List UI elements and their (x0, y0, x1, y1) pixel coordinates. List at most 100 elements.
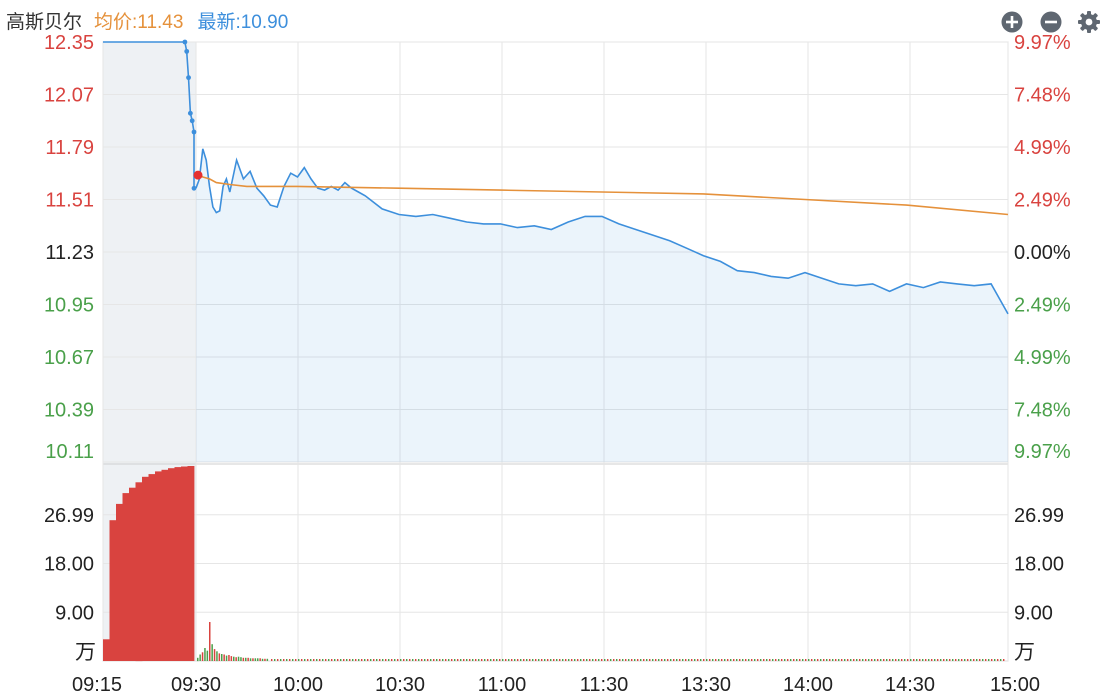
minute-volume-bar (577, 659, 579, 661)
minute-volume-bar (922, 659, 924, 661)
minute-volume-bar (430, 659, 432, 661)
minute-volume-bar (562, 659, 564, 661)
minute-volume-bar (814, 659, 816, 661)
minute-volume-bar (223, 654, 225, 661)
minute-volume-bar (772, 659, 774, 661)
minute-volume-bar (832, 659, 834, 661)
settings-gear-icon[interactable] (1077, 10, 1101, 34)
minute-volume-bar (478, 659, 480, 661)
minute-volume-bar (775, 659, 777, 661)
minute-volume-bar (361, 659, 363, 661)
minute-volume-bar (589, 659, 591, 661)
minute-volume-bar (718, 659, 720, 661)
minute-volume-bar (961, 659, 963, 661)
minute-volume-bar (760, 659, 762, 661)
time-tick-label: 14:30 (885, 674, 935, 696)
minute-volume-bar (481, 659, 483, 661)
minute-volume-bar (233, 656, 235, 661)
minute-volume-bar (457, 659, 459, 661)
percent-tick-label: 9.97% (1014, 32, 1071, 54)
minute-volume-bar (613, 659, 615, 661)
auction-volume-bar (181, 466, 188, 661)
minute-volume-bar (790, 659, 792, 661)
minute-volume-bar (451, 659, 453, 661)
minute-volume-bar (475, 659, 477, 661)
minute-volume-bar (907, 659, 909, 661)
minute-volume-bar (622, 659, 624, 661)
minute-volume-bar (736, 659, 738, 661)
minute-volume-bar (709, 659, 711, 661)
minute-volume-bar (225, 655, 228, 661)
minute-volume-bar (733, 659, 735, 661)
zoom-out-icon[interactable] (1039, 10, 1063, 34)
minute-volume-bar (274, 659, 276, 661)
minute-volume-bar (197, 657, 199, 662)
volume-tick-label: 9.00 (55, 602, 94, 624)
minute-volume-bar (766, 659, 768, 661)
minute-volume-bar (955, 659, 957, 661)
price-tick-label: 11.79 (45, 137, 94, 159)
minute-volume-bar (499, 659, 501, 661)
minute-volume-bar (221, 654, 223, 661)
price-line (195, 148, 1009, 315)
average-price-readout: 均价:11.43 (94, 7, 183, 34)
minute-volume-bar (685, 659, 687, 661)
minute-volume-bar (505, 659, 507, 661)
minute-volume-bar (757, 659, 759, 661)
minute-volume-bar (598, 659, 600, 661)
minute-volume-bar (649, 659, 651, 661)
minute-volume-bar (418, 659, 420, 661)
minute-volume-bar (264, 658, 266, 661)
minute-volume-bar (949, 659, 951, 661)
minute-volume-bar (209, 622, 211, 661)
minute-volume-bar (838, 659, 840, 661)
minute-volume-bar (403, 659, 405, 661)
minute-volume-bar (355, 659, 357, 661)
auction-price-point (189, 118, 195, 124)
auction-volume-bar (161, 469, 169, 661)
zoom-in-icon[interactable] (1000, 10, 1024, 34)
minute-volume-bar (826, 659, 828, 661)
minute-volume-bar (829, 659, 831, 661)
minute-volume-bar (228, 655, 230, 661)
percent-tick-label: 0.00% (1014, 242, 1071, 264)
minute-volume-bar (556, 659, 558, 661)
minute-volume-bar (487, 659, 489, 661)
minute-volume-bar (751, 659, 753, 661)
minute-volume-bar (835, 659, 837, 661)
stock-name: 高斯贝尔 (6, 11, 83, 33)
minute-volume-bar (658, 659, 660, 661)
auction-volume-bar (129, 487, 136, 661)
time-tick-label: 15:00 (990, 674, 1040, 696)
opening-price-point (191, 185, 197, 191)
minute-volume-bar (724, 659, 726, 661)
minute-volume-bar (454, 659, 456, 661)
minute-volume-bar (850, 659, 852, 661)
minute-volume-bar (213, 649, 216, 661)
minute-volume-bar (847, 659, 849, 661)
minute-volume-bar (307, 659, 309, 661)
auction-price-point (186, 75, 191, 81)
percent-tick-label: 2.49% (1014, 295, 1071, 317)
minute-volume-bar (550, 659, 552, 661)
minute-volume-bar (433, 659, 435, 661)
minute-volume-bar (586, 659, 588, 661)
minute-volume-bar (769, 659, 771, 661)
minute-volume-bar (853, 659, 855, 661)
minute-volume-bar (811, 659, 813, 661)
minute-volume-bar (406, 659, 408, 661)
minute-volume-bar (706, 659, 708, 661)
minute-volume-bar (379, 659, 381, 661)
minute-volume-bar (865, 659, 867, 661)
minute-volume-bar (322, 659, 324, 661)
price-tick-label: 10.67 (44, 347, 94, 369)
minute-volume-bar (346, 659, 348, 661)
minute-volume-bar (808, 659, 810, 661)
minute-volume-bar (673, 659, 675, 661)
minute-volume-bar (823, 659, 825, 661)
volume-tick-label: 26.99 (44, 505, 94, 527)
minute-volume-bar (745, 659, 747, 661)
volume-unit-label: 万 (1014, 641, 1035, 664)
minute-volume-bar (237, 656, 240, 661)
